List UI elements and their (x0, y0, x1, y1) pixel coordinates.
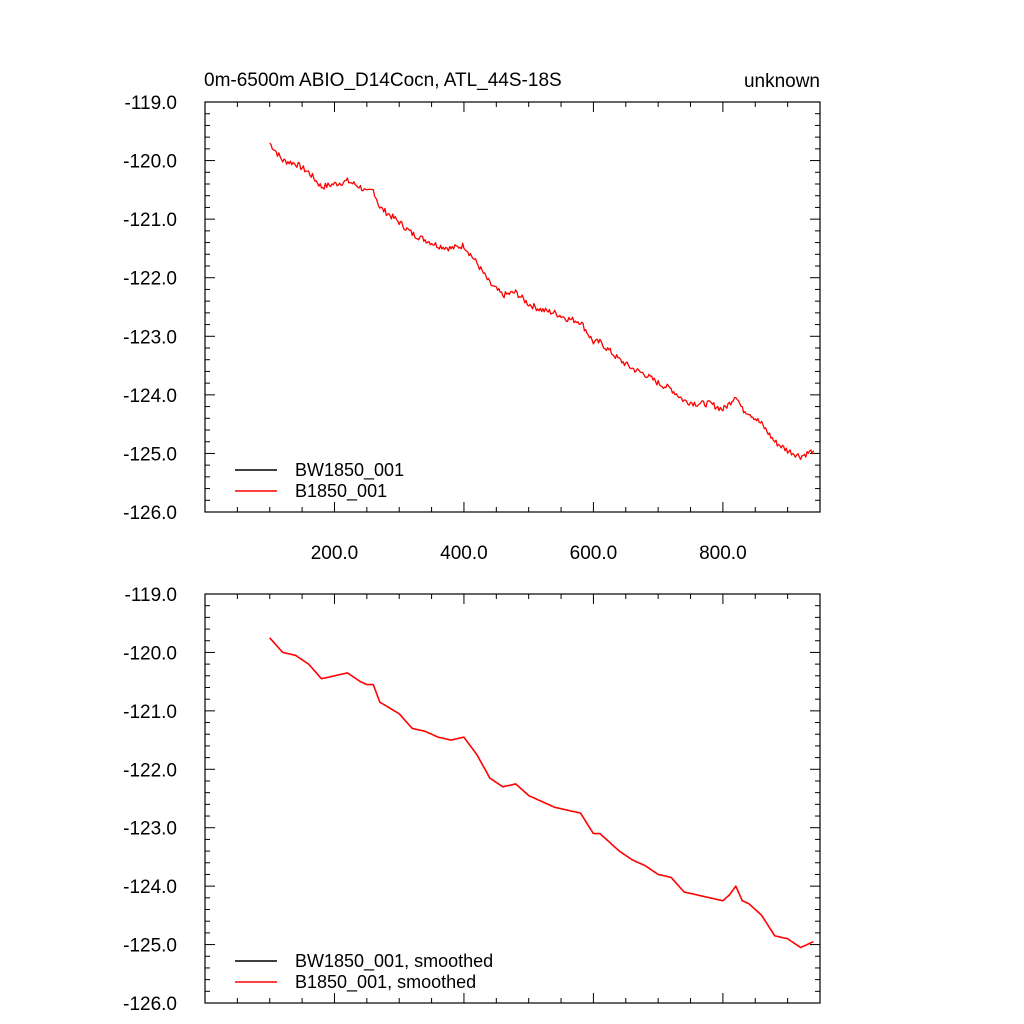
y-tick-label: -122.0 (123, 269, 177, 290)
plot-frame (204, 593, 821, 1004)
series-line-b1850-001-smoothed (269, 637, 814, 949)
y-tick-label: -123.0 (123, 327, 177, 348)
legend-label: BW1850_001, smoothed (295, 951, 493, 972)
y-tick-label: -121.0 (123, 702, 177, 723)
y-tick-label: -119.0 (125, 93, 177, 114)
y-tick-label: -120.0 (123, 643, 177, 664)
x-tick-label: 600.0 (570, 543, 618, 564)
chart-subtitle-right: unknown (744, 71, 820, 92)
y-tick-label: -123.0 (123, 819, 177, 840)
x-tick-label: 400.0 (440, 543, 488, 564)
plot-frame (204, 101, 821, 513)
legend-label: B1850_001 (295, 481, 387, 502)
x-tick-label: 200.0 (311, 543, 359, 564)
series-line-b1850-001 (269, 142, 815, 461)
legend-label: BW1850_001 (295, 460, 404, 481)
y-tick-label: -125.0 (123, 936, 177, 957)
legend-label: B1850_001, smoothed (295, 972, 476, 993)
y-tick-label: -126.0 (123, 994, 177, 1015)
chart-title: 0m-6500m ABIO_D14Cocn, ATL_44S-18S (204, 70, 562, 91)
bottom-panel: -119.0 -120.0 -121.0 -122.0 -123.0 -124.0 -125… (123, 585, 821, 1015)
y-tick-label: -122.0 (123, 760, 177, 781)
y-tick-label: -125.0 (123, 444, 177, 465)
top-panel: -119.0 -120.0 -121.0 -122.0 -123.0 -124.0 -125… (123, 93, 821, 564)
y-tick-label: -119.0 (125, 585, 177, 606)
y-tick-label: -126.0 (123, 503, 177, 524)
y-tick-label: -124.0 (123, 877, 177, 898)
y-tick-label: -121.0 (123, 210, 177, 231)
y-tick-label: -124.0 (123, 386, 177, 407)
y-tick-label: -120.0 (123, 152, 177, 173)
x-tick-label: 800.0 (699, 543, 747, 564)
